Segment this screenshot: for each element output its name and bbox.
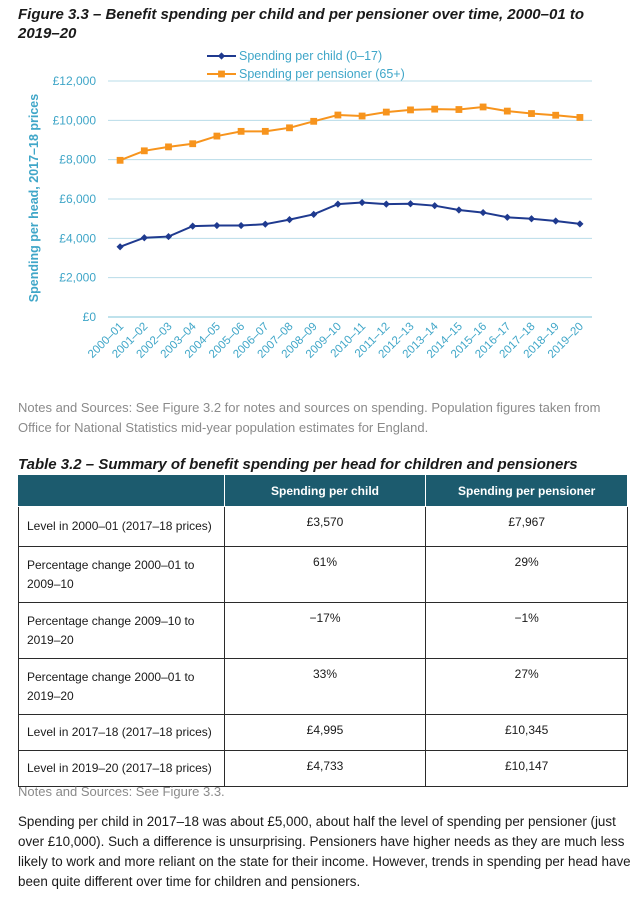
figure-notes: Notes and Sources: See Figure 3.2 for no…	[18, 400, 601, 435]
child-series-line	[119, 201, 581, 248]
pensioner-data-point	[334, 111, 342, 119]
table-header-pensioner: Spending per pensioner	[425, 474, 628, 507]
table-row: Percentage change 2000–01 to 2019–20 33%…	[18, 658, 628, 715]
y-tick-label: £6,000	[59, 192, 96, 206]
child-data-point	[164, 232, 173, 241]
pensioner-data-point	[165, 143, 172, 151]
child-value: −17%	[223, 602, 427, 659]
pensioner-data-point	[455, 106, 463, 113]
table-header-blank	[18, 474, 225, 507]
legend-label: Spending per child (0–17)	[239, 49, 382, 63]
y-tick-label: £0	[83, 310, 97, 324]
pensioner-data-point	[237, 127, 245, 135]
y-axis-label: Spending per head, 2017–18 prices	[27, 94, 41, 302]
child-data-point	[237, 221, 245, 230]
y-tick-label: £2,000	[59, 271, 96, 285]
pensioner-value: 29%	[425, 546, 628, 603]
child-data-point	[455, 206, 463, 214]
child-data-point	[479, 208, 487, 217]
child-data-point	[552, 217, 560, 225]
child-data-point	[189, 222, 197, 230]
child-data-point	[116, 243, 124, 251]
chart-grid	[108, 80, 592, 318]
child-value: £3,570	[223, 506, 427, 547]
child-data-point	[406, 200, 415, 208]
pensioner-value: £7,967	[425, 506, 628, 547]
child-data-point	[576, 220, 584, 228]
row-label: Level in 2017–18 (2017–18 prices)	[18, 714, 225, 751]
legend-marker	[218, 70, 225, 78]
pensioner-data-point	[382, 108, 390, 116]
summary-table: Spending per child Spending per pensione…	[18, 474, 628, 787]
child-value: 33%	[223, 658, 427, 715]
pensioner-value: £10,345	[425, 714, 628, 751]
child-value: £4,733	[223, 750, 427, 787]
child-data-point	[527, 215, 536, 223]
pensioner-data-point	[528, 110, 535, 117]
pensioner-data-point	[189, 140, 197, 148]
series-markers	[116, 103, 584, 251]
child-data-point	[140, 234, 148, 242]
child-data-point	[285, 216, 294, 224]
table-row: Percentage change 2000–01 to 2009–10 61%…	[18, 546, 628, 603]
pensioner-value: −1%	[425, 602, 628, 659]
chart-legend: Spending per child (0–17) Spending per pe…	[207, 49, 405, 81]
y-tick-label: £8,000	[59, 153, 96, 167]
pensioner-data-point	[479, 103, 487, 111]
pensioner-data-point	[576, 114, 584, 121]
table-row: Level in 2000–01 (2017–18 prices) £3,570…	[18, 506, 628, 547]
table-header-row: Spending per child Spending per pensione…	[18, 474, 628, 507]
pensioner-data-point	[140, 147, 148, 155]
row-label: Level in 2019–20 (2017–18 prices)	[18, 750, 225, 787]
pensioner-value: 27%	[425, 658, 628, 715]
y-axis-ticks: £0 £2,000 £4,000 £6,000 £8,000 £10,000 £12,000	[53, 74, 97, 324]
child-value: £4,995	[223, 714, 427, 751]
pensioner-data-point	[407, 106, 414, 114]
y-tick-label: £10,000	[53, 113, 97, 127]
pensioner-data-point	[286, 124, 293, 132]
pensioner-data-point	[213, 132, 221, 140]
pensioner-data-point	[552, 111, 560, 119]
pensioner-data-point	[358, 112, 366, 120]
table-row: Level in 2017–18 (2017–18 prices) £4,995…	[18, 714, 628, 751]
child-data-point	[334, 200, 342, 208]
child-data-point	[261, 220, 269, 228]
line-chart: £0 £2,000 £4,000 £6,000 £8,000 £10,000 £12,000…	[27, 49, 592, 361]
y-tick-label: £12,000	[53, 74, 97, 88]
child-data-point	[382, 200, 390, 208]
pensioner-series-line	[119, 105, 580, 162]
table-title: Table 3.2 – Summary of benefit spending …	[18, 456, 578, 473]
series-lines	[119, 105, 581, 248]
row-label: Percentage change 2000–01 to 2019–20	[18, 658, 225, 715]
x-axis-ticks: 2000–012001–022002–032003–042004–052005–…	[86, 320, 586, 361]
pensioner-data-point	[116, 156, 124, 164]
row-label: Percentage change 2000–01 to 2009–10	[18, 546, 225, 603]
y-tick-label: £4,000	[59, 231, 96, 245]
pensioner-value: £10,147	[425, 750, 628, 787]
row-label: Level in 2000–01 (2017–18 prices)	[18, 506, 225, 547]
table-notes: Notes and Sources: See Figure 3.3.	[18, 784, 225, 799]
table-row: Level in 2019–20 (2017–18 prices) £4,733…	[18, 750, 628, 787]
pensioner-data-point	[310, 117, 318, 125]
child-data-point	[431, 202, 439, 210]
table-header-child: Spending per child	[223, 474, 427, 507]
child-data-point	[310, 210, 318, 218]
legend-label: Spending per pensioner (65+)	[239, 67, 405, 81]
pensioner-data-point	[503, 107, 511, 115]
child-data-point	[213, 221, 221, 230]
legend-marker	[217, 52, 226, 60]
child-data-point	[358, 198, 366, 207]
child-data-point	[503, 213, 511, 221]
body-paragraph: Spending per child in 2017–18 was about …	[18, 814, 631, 889]
table-row: Percentage change 2009–10 to 2019–20 −17…	[18, 602, 628, 659]
pensioner-data-point	[261, 127, 269, 135]
row-label: Percentage change 2009–10 to 2019–20	[18, 602, 225, 659]
figure-title: Figure 3.3 – Benefit spending per child …	[18, 6, 584, 42]
child-value: 61%	[223, 546, 427, 603]
pensioner-data-point	[431, 105, 439, 113]
